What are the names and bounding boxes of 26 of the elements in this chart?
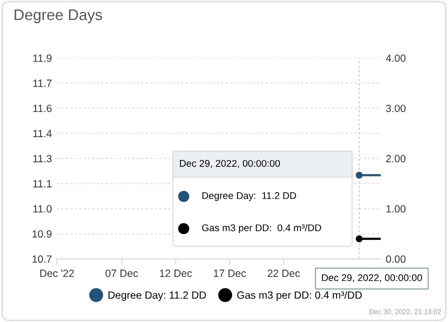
y2-tick-label: 3.00 (386, 104, 406, 112)
text: Dec 29, 2022, 00:00:00 (322, 274, 422, 282)
x-tick-label: 07 Dec (106, 270, 138, 277)
legend-label: Degree Day: 11.2 DD (108, 291, 206, 301)
x-tick-label: 22 Dec (268, 270, 300, 277)
y2-tick-label: 2.00 (386, 154, 406, 162)
x-tick-label: 17 Dec (214, 270, 246, 277)
y-tick-label: 11.7 (33, 80, 52, 87)
annotation: Degree Day: 11.2 DD (202, 192, 296, 201)
y-tick-label: 11.6 (33, 104, 52, 112)
y-tick-label: 11.9 (33, 54, 52, 62)
annotation: Dec 29, 2022, 00:00:00 (180, 160, 280, 168)
y2-tick-label: 4.00 (386, 54, 406, 62)
y-tick-label: 10.9 (32, 230, 52, 238)
y-tick-label: 11.3 (33, 154, 52, 162)
y-tick-label: 10.7 (32, 255, 52, 263)
y-tick-label: 11.0 (33, 205, 52, 213)
y-tick-label: 11.4 (33, 130, 52, 138)
y-tick-label: 11.1 (33, 180, 52, 188)
x-tick-label: 12 Dec (160, 270, 192, 277)
x-tick-label: Dec '22 (40, 270, 74, 277)
chart-title: Degree Days (14, 10, 102, 24)
legend-label: Gas m3 per DD: 0.4 m³/DD (237, 291, 362, 301)
y2-tick-label: 1.00 (386, 205, 406, 213)
annotation: Gas m3 per DD: 0.4 m³/DD (202, 224, 322, 234)
y2-tick-label: 0.00 (386, 255, 406, 263)
